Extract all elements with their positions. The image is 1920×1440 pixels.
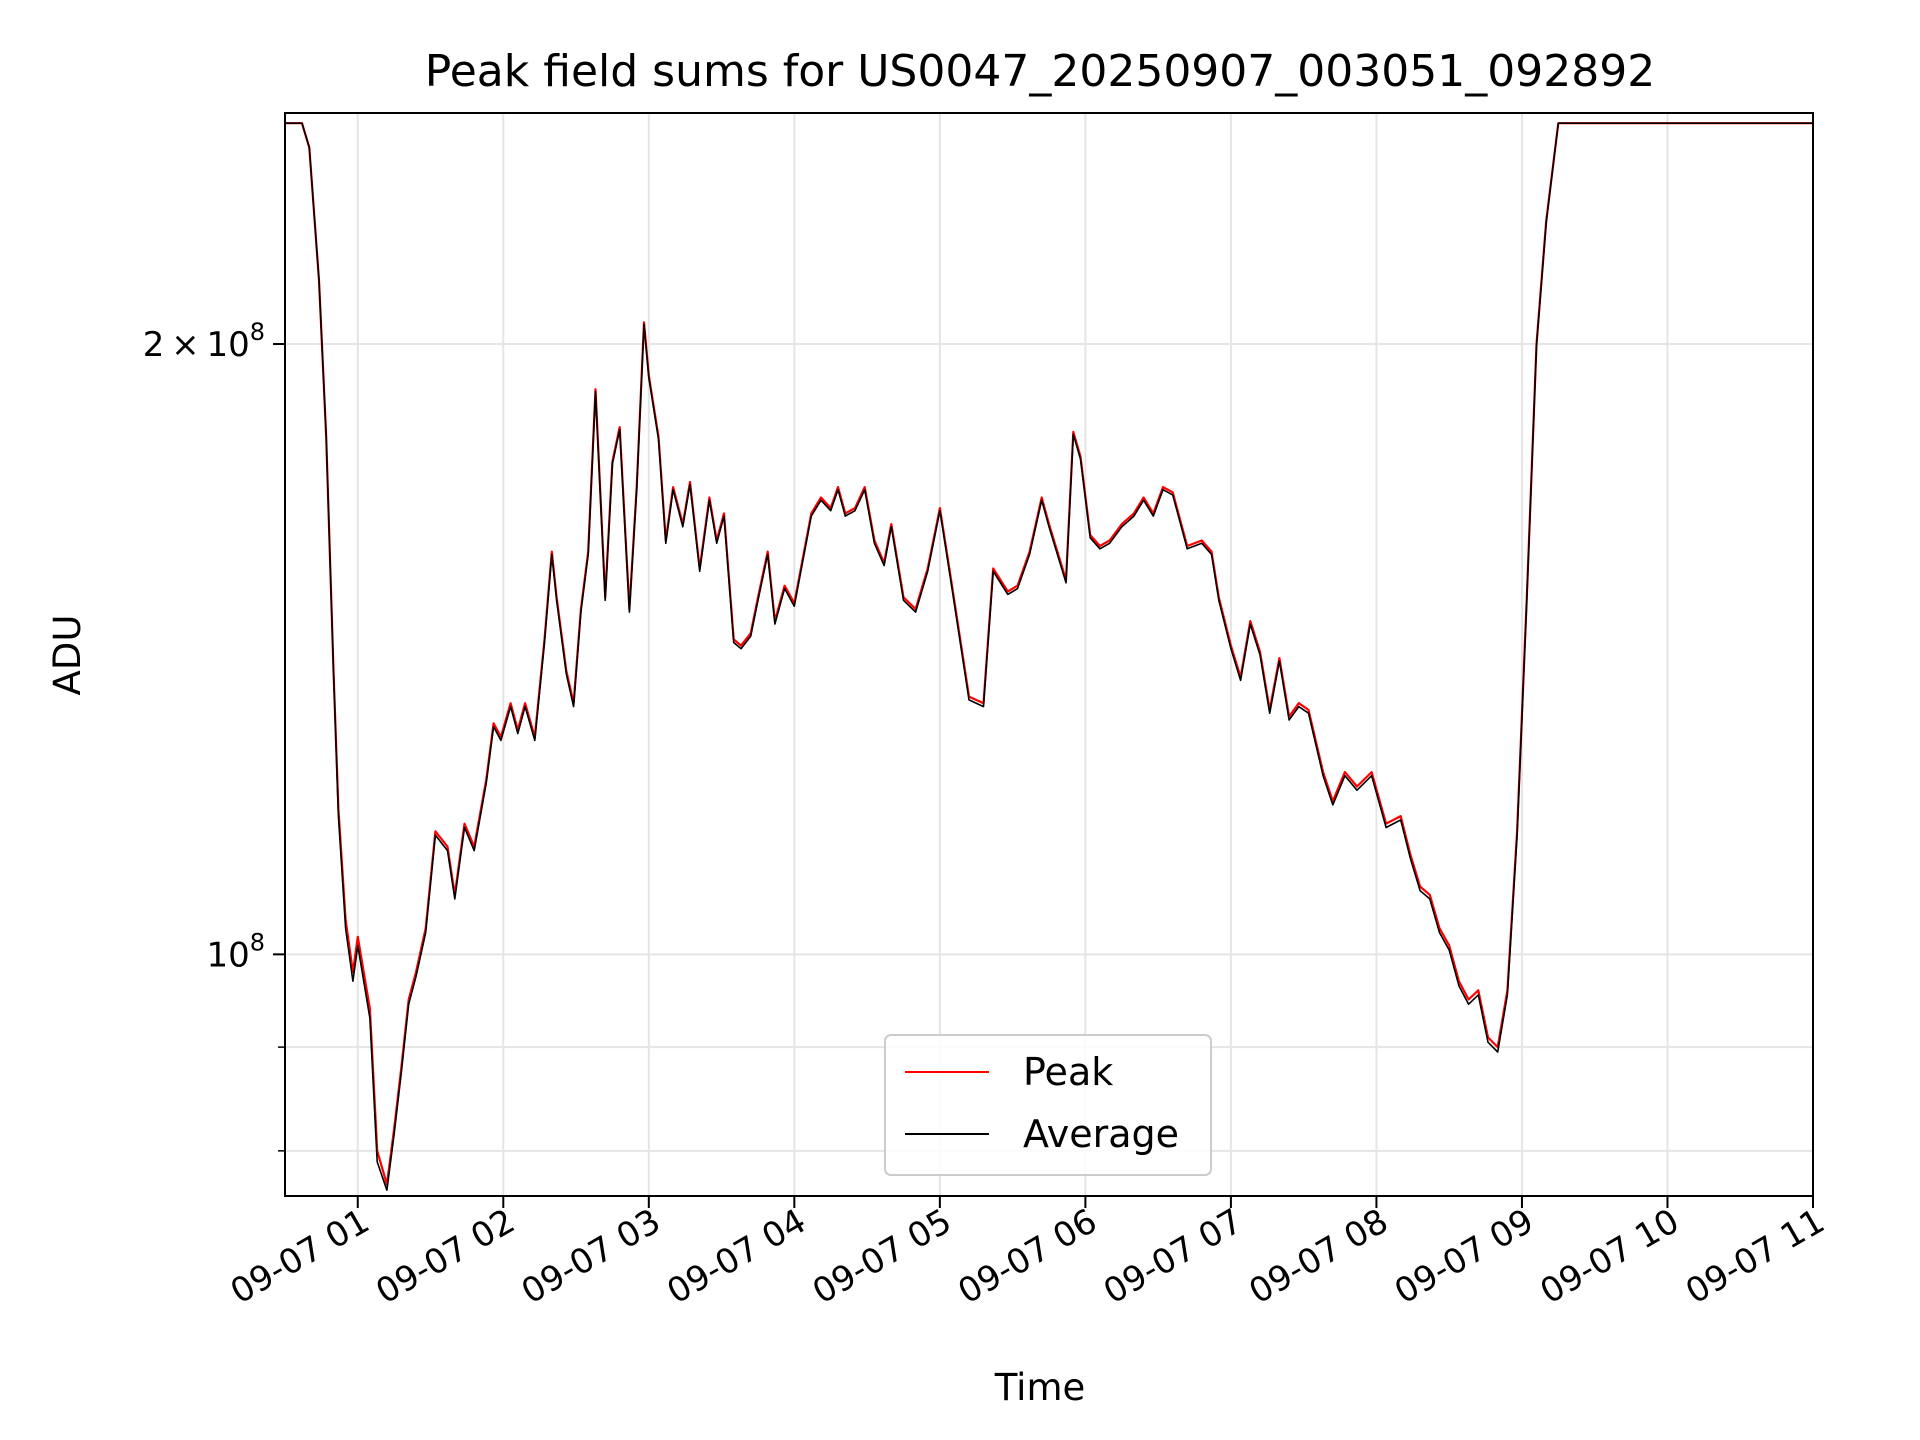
legend-box — [884, 1034, 1212, 1176]
legend-label-average: Average — [1023, 1112, 1179, 1156]
grid — [285, 113, 1814, 1196]
x-tick-label: 09-07 08 — [1243, 1201, 1395, 1312]
legend: Peak Average — [884, 1034, 1212, 1176]
x-tick-label: 09-07 05 — [806, 1201, 958, 1312]
y-tick-label: 2 × 108 — [143, 318, 265, 365]
series-line-peak — [285, 122, 1813, 1186]
y-tick-label: 108 — [206, 928, 265, 975]
y-tick-exponent: 8 — [250, 318, 265, 346]
x-tick-label: 09-07 03 — [515, 1201, 667, 1312]
legend-label-peak: Peak — [1023, 1050, 1113, 1094]
y-tick-exponent: 8 — [250, 928, 265, 956]
x-tick-label: 09-07 01 — [224, 1201, 376, 1312]
y-tick-base: 10 — [206, 325, 249, 365]
plot-frame — [284, 112, 1814, 1197]
x-tick-label: 09-07 04 — [660, 1201, 812, 1312]
x-tick-label: 09-07 07 — [1097, 1201, 1249, 1312]
chart-title: Peak field sums for US0047_20250907_0030… — [425, 46, 1655, 97]
y-tick-mantissa: 2 — [143, 325, 165, 365]
x-tick-label: 09-07 06 — [951, 1201, 1103, 1312]
series-line-average — [285, 122, 1813, 1191]
y-axis-label: ADU — [46, 615, 89, 696]
x-axis-label: Time — [994, 1366, 1086, 1409]
x-tick-label: 09-07 09 — [1388, 1201, 1540, 1312]
x-tick-label: 09-07 10 — [1534, 1201, 1686, 1312]
x-tick-label: 09-07 02 — [369, 1201, 521, 1312]
plot-area — [285, 122, 1813, 1191]
y-tick-base: 10 — [206, 935, 249, 975]
x-tick-label: 09-07 11 — [1679, 1201, 1831, 1312]
